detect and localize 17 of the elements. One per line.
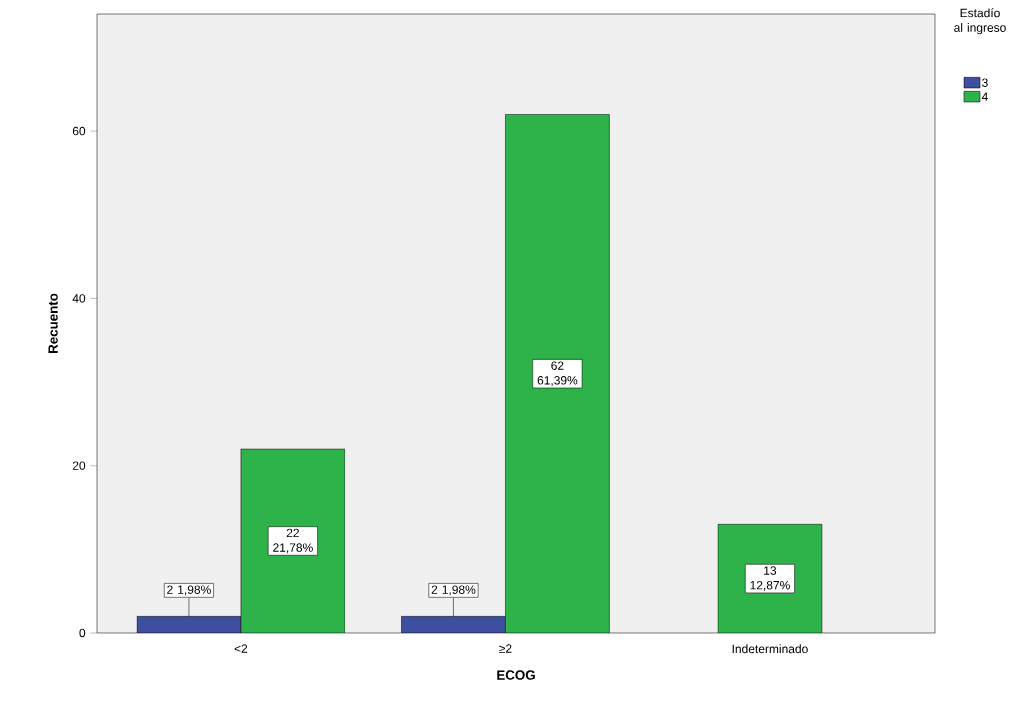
x-tick-label: Indeterminado [732,644,808,654]
x-tick-label: <2 [234,644,248,653]
y-tick-label: 20 [72,461,86,470]
x-axis-title: ECOG [497,670,535,680]
data-label: 2 1,98% [167,585,211,596]
legend-label: 4 [981,92,988,101]
y-axis-title: Recuento [48,293,58,353]
y-tick-label: 0 [79,628,86,638]
x-tick-label: ≥2 [499,644,512,653]
legend-title: Estadío al ingreso [954,8,1006,35]
legend-label: 3 [982,78,988,87]
data-label: 22 21,78% [273,528,313,554]
y-tick-label: 40 [72,294,86,303]
data-label: 2 1,98% [431,585,476,596]
data-label: 13 12,87% [750,566,790,591]
data-label: 62 61,39% [537,361,578,386]
y-tick-label: 60 [72,126,86,136]
